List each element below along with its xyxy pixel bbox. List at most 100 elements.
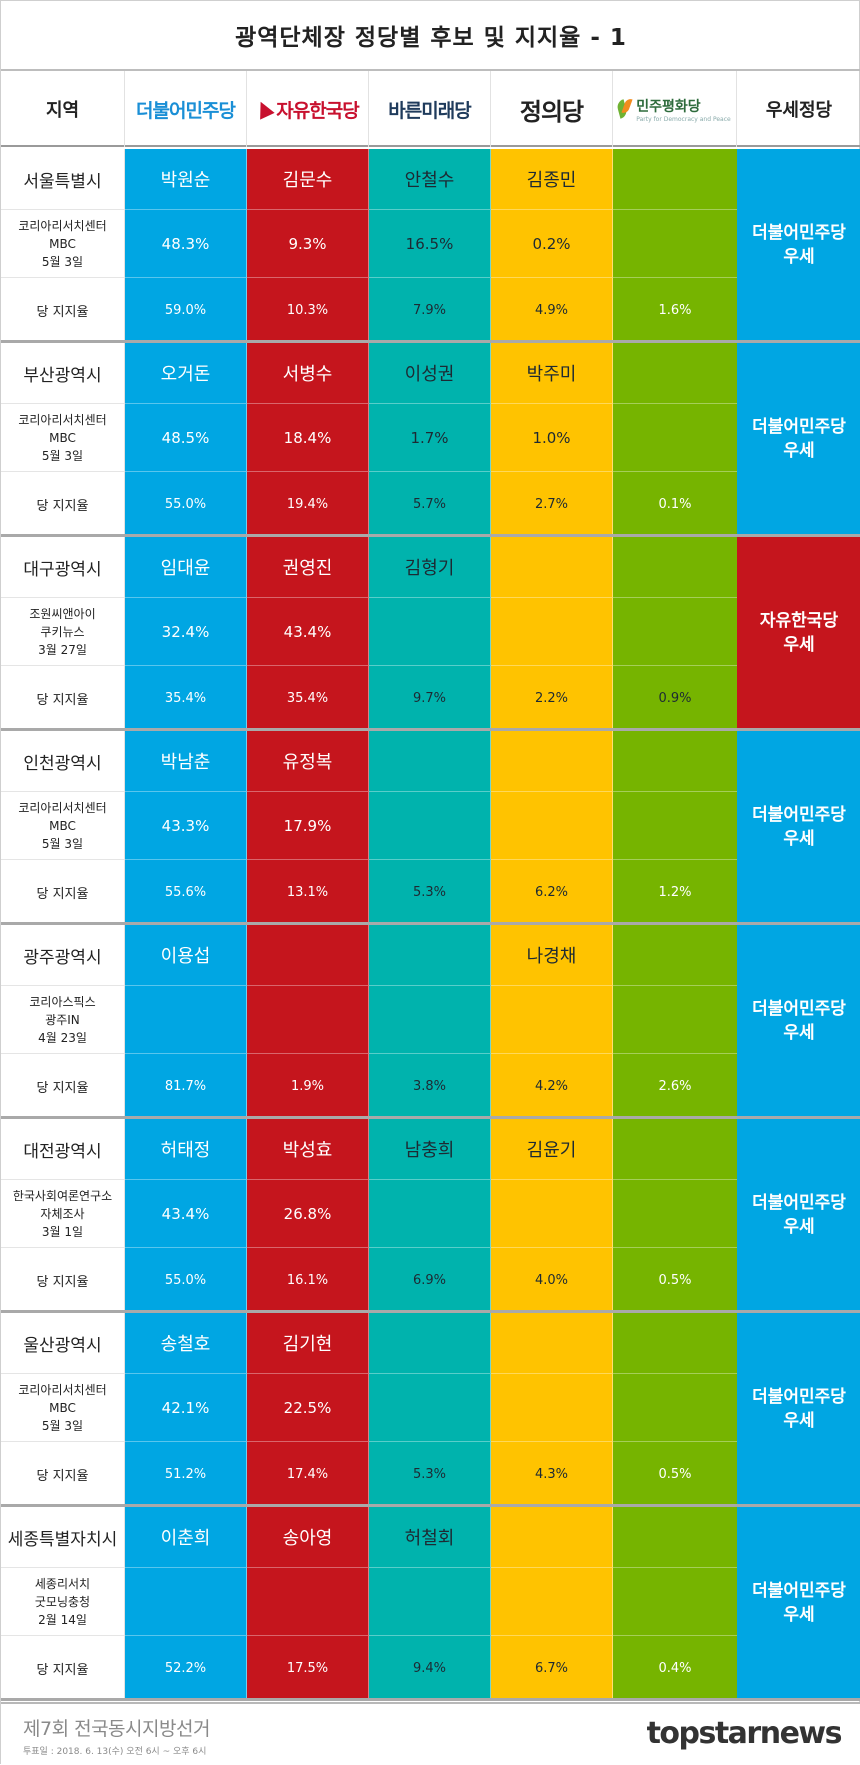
region-divider bbox=[1, 534, 860, 537]
region-name: 서울특별시 bbox=[1, 149, 125, 209]
poll-result-bar bbox=[369, 597, 491, 665]
region-block: 울산광역시 코리아리서치센터 MBC 5월 3일 당 지지율 송철호 김기현 42.1% 2… bbox=[1, 1313, 860, 1507]
poll-result-jus: 0.2% bbox=[491, 209, 613, 277]
leading-party: 더불어민주당 우세 bbox=[737, 925, 860, 1116]
region-divider bbox=[1, 340, 860, 343]
candidate-name-peace bbox=[613, 1507, 737, 1567]
region-name: 광주광역시 bbox=[1, 925, 125, 985]
lead-column-header: 우세정당 bbox=[765, 100, 833, 121]
leaf-icon bbox=[618, 98, 632, 120]
peace-party-subtitle: Party for Democracy and Peace bbox=[636, 115, 731, 123]
poll-source: 코리아리서치센터 MBC 5월 3일 bbox=[1, 209, 125, 277]
leading-party: 더불어민주당 우세 bbox=[737, 731, 860, 922]
party-header-jus: 정의당 bbox=[491, 71, 613, 147]
poll-result-peace bbox=[613, 1567, 737, 1635]
candidate-name-bar: 남충희 bbox=[369, 1119, 491, 1179]
candidate-name-jus bbox=[491, 1313, 613, 1373]
bar-party-logo: 바른미래당 bbox=[388, 99, 471, 122]
party-header-bar: 바른미래당 bbox=[369, 71, 491, 147]
candidate-name-bar bbox=[369, 1313, 491, 1373]
poll-result-jus bbox=[491, 791, 613, 859]
party-support-jus: 4.3% bbox=[491, 1441, 613, 1507]
candidate-name-peace bbox=[613, 1119, 737, 1179]
region-block: 대구광역시 조원씨앤아이 쿠키뉴스 3월 27일 당 지지율 임대윤 권영진 김형기 32.… bbox=[1, 537, 860, 731]
party-support-peace: 0.5% bbox=[613, 1247, 737, 1313]
candidate-name-dem: 오거돈 bbox=[125, 343, 247, 403]
party-support-bar: 5.3% bbox=[369, 859, 491, 925]
poll-result-dem: 43.3% bbox=[125, 791, 247, 859]
candidate-name-kor: 유정복 bbox=[247, 731, 369, 791]
party-support-dem: 81.7% bbox=[125, 1053, 247, 1119]
candidate-name-peace bbox=[613, 925, 737, 985]
dem-party-logo: 더불어민주당 bbox=[136, 99, 236, 122]
candidate-name-kor: 권영진 bbox=[247, 537, 369, 597]
party-support-dem: 51.2% bbox=[125, 1441, 247, 1507]
candidate-name-dem: 박남춘 bbox=[125, 731, 247, 791]
party-support-peace: 0.1% bbox=[613, 471, 737, 537]
poll-result-bar: 1.7% bbox=[369, 403, 491, 471]
region-name: 대구광역시 bbox=[1, 537, 125, 597]
candidate-name-bar: 허철회 bbox=[369, 1507, 491, 1567]
candidate-name-peace bbox=[613, 149, 737, 209]
party-support-jus: 2.7% bbox=[491, 471, 613, 537]
candidate-name-peace bbox=[613, 537, 737, 597]
candidate-name-bar bbox=[369, 925, 491, 985]
poll-result-kor: 17.9% bbox=[247, 791, 369, 859]
poll-source: 코리아스픽스 광주IN 4월 23일 bbox=[1, 985, 125, 1053]
candidate-name-kor: 김기현 bbox=[247, 1313, 369, 1373]
party-support-jus: 4.9% bbox=[491, 277, 613, 343]
candidate-name-jus: 나경채 bbox=[491, 925, 613, 985]
candidate-name-bar: 김형기 bbox=[369, 537, 491, 597]
poll-result-dem: 48.3% bbox=[125, 209, 247, 277]
candidate-name-dem: 이용섭 bbox=[125, 925, 247, 985]
party-support-bar: 5.3% bbox=[369, 1441, 491, 1507]
party-support-peace: 1.2% bbox=[613, 859, 737, 925]
poll-result-peace bbox=[613, 597, 737, 665]
poll-source: 세종리서치 굿모닝충청 2월 14일 bbox=[1, 1567, 125, 1635]
party-support-kor: 17.5% bbox=[247, 1635, 369, 1701]
party-support-peace: 2.6% bbox=[613, 1053, 737, 1119]
party-support-bar: 3.8% bbox=[369, 1053, 491, 1119]
party-support-kor: 16.1% bbox=[247, 1247, 369, 1313]
poll-result-peace bbox=[613, 403, 737, 471]
party-support-bar: 9.4% bbox=[369, 1635, 491, 1701]
party-support-peace: 0.5% bbox=[613, 1441, 737, 1507]
poll-result-bar bbox=[369, 1373, 491, 1441]
candidate-name-bar bbox=[369, 731, 491, 791]
poll-result-jus bbox=[491, 1373, 613, 1441]
candidate-name-dem: 송철호 bbox=[125, 1313, 247, 1373]
party-support-kor: 13.1% bbox=[247, 859, 369, 925]
poll-result-jus bbox=[491, 1567, 613, 1635]
poll-result-peace bbox=[613, 1373, 737, 1441]
brand-logo: topstarnews bbox=[646, 1716, 843, 1751]
poll-result-jus bbox=[491, 985, 613, 1053]
party-support-dem: 55.0% bbox=[125, 1247, 247, 1313]
candidate-name-kor: 서병수 bbox=[247, 343, 369, 403]
poll-result-jus bbox=[491, 1179, 613, 1247]
poll-result-bar bbox=[369, 985, 491, 1053]
party-support-jus: 2.2% bbox=[491, 665, 613, 731]
party-support-dem: 52.2% bbox=[125, 1635, 247, 1701]
leading-party: 더불어민주당 우세 bbox=[737, 343, 860, 534]
poll-result-dem bbox=[125, 985, 247, 1053]
region-divider bbox=[1, 1310, 860, 1313]
region-name: 세종특별자치시 bbox=[1, 1507, 125, 1567]
region-divider bbox=[1, 1504, 860, 1507]
candidate-name-jus bbox=[491, 731, 613, 791]
candidate-name-bar: 안철수 bbox=[369, 149, 491, 209]
poll-result-bar: 16.5% bbox=[369, 209, 491, 277]
party-support-label: 당 지지율 bbox=[1, 471, 125, 537]
party-support-kor: 17.4% bbox=[247, 1441, 369, 1507]
candidate-name-jus: 김윤기 bbox=[491, 1119, 613, 1179]
poll-result-kor: 26.8% bbox=[247, 1179, 369, 1247]
region-block: 인천광역시 코리아리서치센터 MBC 5월 3일 당 지지율 박남춘 유정복 43.3% 1… bbox=[1, 731, 860, 925]
candidate-name-jus bbox=[491, 537, 613, 597]
page-title: 광역단체장 정당별 후보 및 지지율 - 1 bbox=[1, 1, 860, 71]
poll-source: 조원씨앤아이 쿠키뉴스 3월 27일 bbox=[1, 597, 125, 665]
poll-source: 한국사회여론연구소 자체조사 3월 1일 bbox=[1, 1179, 125, 1247]
poll-result-kor: 9.3% bbox=[247, 209, 369, 277]
party-support-label: 당 지지율 bbox=[1, 1635, 125, 1701]
candidate-name-kor: 김문수 bbox=[247, 149, 369, 209]
party-support-dem: 59.0% bbox=[125, 277, 247, 343]
party-support-label: 당 지지율 bbox=[1, 1247, 125, 1313]
